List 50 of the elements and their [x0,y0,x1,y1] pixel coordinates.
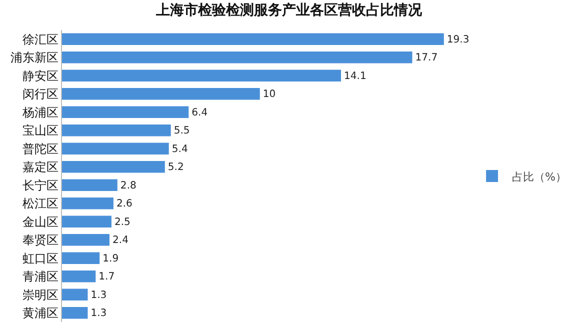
y-tick-label: 松江区 [22,196,59,211]
y-tick-label: 杨浦区 [22,105,59,120]
data-label: 6.4 [192,107,208,118]
bar [62,288,88,301]
y-tick-label: 宝山区 [22,124,59,138]
legend-label: 占比（%） [512,170,566,184]
bar [62,179,118,192]
data-label: 19.3 [446,34,470,46]
y-tick-label: 嘉定区 [22,160,59,174]
y-tick-label: 浦东新区 [10,50,59,65]
y-tick-label: 长宁区 [22,178,59,192]
y-tick-label: 闵行区 [22,87,59,102]
y-tick-label: 奉贤区 [22,233,59,248]
y-tick-label: 金山区 [22,214,59,229]
data-label: 2.6 [116,198,132,210]
chart-title: 上海市检验检测服务产业各区营收占比情况 [155,2,423,19]
bar [62,142,169,155]
y-tick-label: 虹口区 [22,251,59,266]
bar [62,124,171,136]
bar [62,252,100,264]
bar [62,88,260,100]
y-tick-label: 青浦区 [22,270,59,284]
y-tick-label: 崇明区 [22,288,59,302]
data-label: 1.3 [90,308,107,320]
y-tick-label: 静安区 [22,68,59,83]
data-label: 5.5 [174,126,190,137]
y-tick-label: 徐汇区 [22,32,59,46]
data-label: 2.4 [112,235,128,246]
y-tick-label: 黄浦区 [22,306,59,320]
bar [62,160,165,173]
bar [62,270,96,282]
bar [62,106,189,118]
data-label: 17.7 [415,52,438,64]
bar [62,306,88,319]
data-label: 2.5 [114,216,130,228]
y-tick-label: 普陀区 [22,142,59,156]
data-label: 2.8 [120,180,136,192]
bar [62,216,112,228]
data-label: 10 [262,89,276,100]
data-label: 1.9 [102,253,119,264]
data-label: 1.7 [98,272,115,283]
data-label: 5.4 [172,144,188,155]
bar [62,197,114,210]
bar [62,33,444,46]
data-label: 5.2 [168,162,184,174]
bar [62,70,341,82]
bar [62,234,110,246]
data-label: 14.1 [344,70,366,82]
bar [62,51,412,64]
data-label: 1.3 [90,290,107,301]
